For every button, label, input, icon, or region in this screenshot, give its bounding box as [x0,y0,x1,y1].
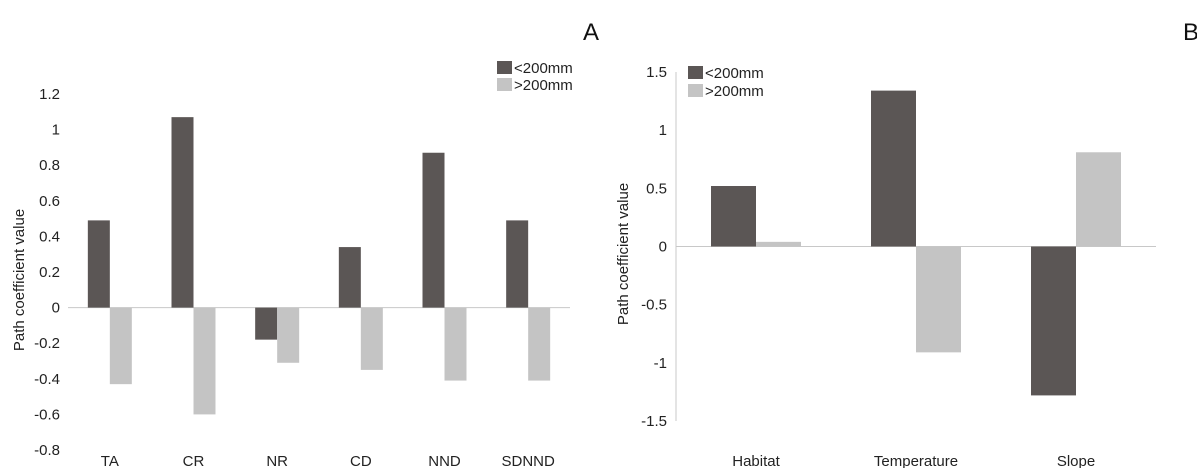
y-axis-label-b: Path coefficient value [615,183,632,325]
bars-b [711,90,1121,396]
bar-lt200mm [338,247,361,308]
legend-label-a-0: <200mm [514,60,573,77]
bar-lt200mm [1031,246,1076,396]
bar-gt200mm [1076,152,1121,247]
legend-label-b-1: >200mm [705,83,764,100]
x-tick-label: NND [428,453,461,468]
bar-gt200mm [444,307,467,381]
x-tick-label: Slope [1057,453,1095,468]
legend-b: <200mm >200mm [688,65,764,100]
bar-lt200mm [255,307,278,340]
bar-gt200mm [193,307,216,415]
bar-lt200mm [87,220,110,308]
panel-label-b: B [1183,19,1197,46]
legend-label-b-0: <200mm [705,65,764,82]
legend-label-a-1: >200mm [514,77,573,94]
bar-lt200mm [171,117,194,308]
y-tick-label: 1.2 [39,86,60,103]
bar-gt200mm [360,307,383,370]
bars-a [87,117,551,415]
y-tick-label: -1 [654,355,667,372]
y-tick-label: 1.5 [646,64,667,81]
y-axis-label-a: Path coefficient value [11,209,28,351]
x-tick-label: CD [350,453,372,468]
y-tick-label: -0.8 [34,442,60,459]
y-tick-label: -0.6 [34,406,60,423]
y-tick-label: -1.5 [641,413,667,430]
legend-swatch-b-1 [688,84,703,97]
chart-a: A Path coefficient value <200mm >200mm -… [11,19,599,468]
x-tick-label: Temperature [874,453,958,468]
bar-lt200mm [506,220,529,308]
x-tick-label: Habitat [732,453,780,468]
panel-label-a: A [583,19,599,46]
y-tick-label: -0.4 [34,371,60,388]
axes-a: -0.8 -0.6 -0.4 -0.2 0 0.2 0.4 0.6 0.8 1 1.2 TA CR NR C… [34,86,570,468]
y-tick-label: -0.5 [641,297,667,314]
x-tick-label: TA [101,453,119,468]
y-tick-label: 0.6 [39,193,60,210]
y-tick-label: 1 [659,122,667,139]
y-tick-label: 0.2 [39,264,60,281]
y-tick-label: 0.4 [39,228,60,245]
x-tick-label: CR [183,453,205,468]
bar-lt200mm [422,152,445,308]
bar-gt200mm [756,241,801,247]
bar-lt200mm [711,186,756,247]
bar-gt200mm [109,307,132,385]
y-tick-label: 0 [659,239,667,256]
legend-a: <200mm >200mm [497,60,573,94]
legend-swatch-a-0 [497,61,512,74]
bar-gt200mm [528,307,551,381]
bar-lt200mm [871,90,916,247]
legend-swatch-a-1 [497,78,512,91]
y-tick-label: 0.8 [39,157,60,174]
legend-swatch-b-0 [688,66,703,79]
y-tick-label: 0 [52,300,60,317]
bar-gt200mm [916,246,961,353]
x-tick-label: NR [266,453,288,468]
x-tick-label: SDNND [501,453,555,468]
y-tick-label: 0.5 [646,180,667,197]
y-tick-label: -0.2 [34,335,60,352]
chart-b: B Path coefficient value <200mm >200mm -… [615,19,1197,468]
bar-gt200mm [277,307,300,363]
y-tick-label: 1 [52,122,60,139]
